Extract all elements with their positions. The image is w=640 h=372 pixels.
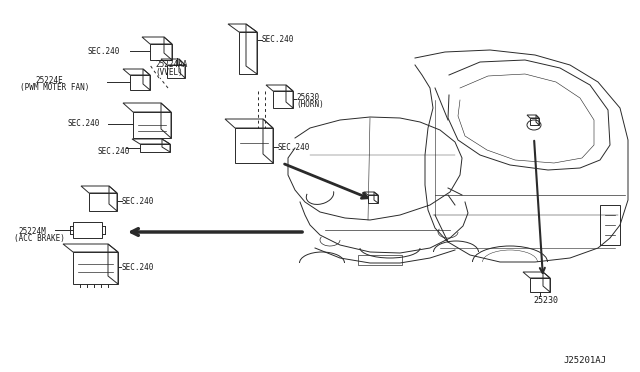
- Text: SEC.240: SEC.240: [262, 35, 294, 44]
- Text: 25630: 25630: [296, 93, 319, 102]
- Text: 25224M: 25224M: [18, 227, 45, 236]
- Text: 25224E: 25224E: [35, 76, 63, 85]
- Text: SEC.240: SEC.240: [68, 119, 100, 128]
- Text: 25230: 25230: [533, 296, 558, 305]
- Text: (ACC BRAKE): (ACC BRAKE): [14, 234, 65, 243]
- Text: SEC.240: SEC.240: [87, 47, 120, 56]
- Text: SEC.240: SEC.240: [278, 143, 310, 152]
- Text: 25224AA: 25224AA: [155, 60, 188, 69]
- Text: SEC.240: SEC.240: [97, 147, 129, 156]
- Text: (HORN): (HORN): [296, 100, 324, 109]
- Text: SEC.240: SEC.240: [122, 197, 154, 206]
- Text: J25201AJ: J25201AJ: [563, 356, 606, 365]
- Text: (PWM MOTER FAN): (PWM MOTER FAN): [20, 83, 90, 92]
- Text: (VVEL): (VVEL): [155, 68, 183, 77]
- Text: SEC.240: SEC.240: [121, 263, 154, 272]
